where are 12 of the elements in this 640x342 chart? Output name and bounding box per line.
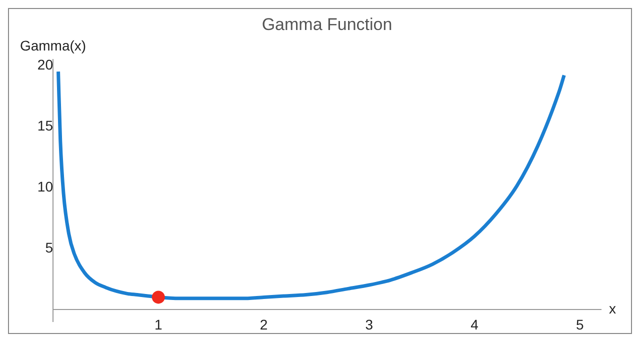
- y-tick-label: 10: [37, 178, 54, 194]
- x-axis-title: x: [609, 300, 616, 316]
- x-tick-label: 2: [260, 316, 268, 333]
- y-tick-label: 5: [45, 239, 54, 256]
- y-tick-label: 20: [37, 56, 54, 72]
- y-axis-title: Gamma(x): [20, 37, 86, 54]
- x-tick-label: 3: [365, 316, 374, 333]
- x-tick-label: 4: [470, 316, 479, 333]
- x-tick-label: 1: [154, 316, 162, 333]
- y-tick-label: 15: [37, 117, 54, 134]
- chart-title: Gamma Function: [262, 14, 392, 34]
- x-tick-label: 5: [576, 316, 584, 333]
